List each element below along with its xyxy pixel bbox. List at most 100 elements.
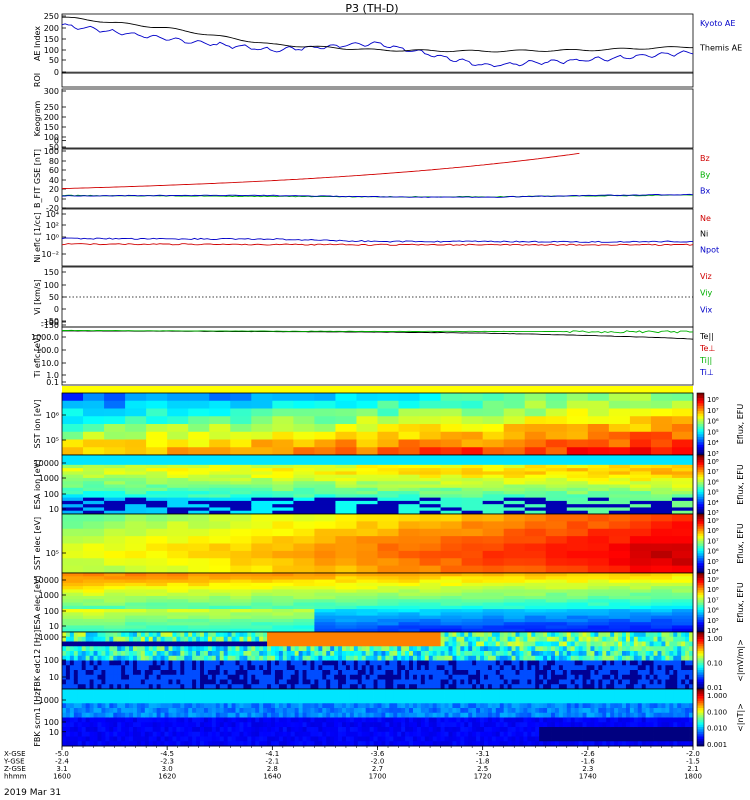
heatmap-cell [524,393,547,402]
heatmap-cell [389,703,394,709]
heatmap-cell [251,504,273,508]
heatmap-cell [230,618,252,623]
heatmap-cell [345,722,351,728]
heatmap-cell [69,670,75,676]
heatmap-cell [322,636,327,642]
heatmap-cell [461,576,484,580]
heatmap-cell [144,708,150,714]
heatmap-cell [209,573,231,577]
heatmap-cell [196,641,201,647]
heatmap-cell [243,674,248,680]
heatmap-cell [405,693,410,699]
heatmap-cell [192,731,197,737]
heatmap-cell [188,458,210,462]
heatmap-cell [545,582,568,587]
heatmap-cell [448,698,453,704]
heatmap-cell [503,674,509,680]
heatmap-cell [136,731,142,737]
heatmap-cell [77,636,83,642]
heatmap-cell [381,717,386,723]
heatmap-cell [188,722,193,728]
heatmap-cell [132,698,138,704]
heatmap-cell [148,679,154,685]
heatmap-cell [278,665,284,671]
heatmap-cell [393,722,398,728]
heatmap-cell [203,632,209,638]
heatmap-cell [77,731,83,737]
heatmap-cell [649,632,654,638]
heatmap-cell [377,665,382,671]
heatmap-cell [594,655,599,661]
heatmap-cell [125,625,147,630]
heatmap-cell [89,655,94,661]
heatmap-cell [377,558,399,567]
heatmap-cell [227,698,232,704]
panel-roi: ROI [33,72,694,88]
heatmap-cell [294,693,300,699]
heatmap-cell [503,455,526,459]
heatmap-cell [188,484,210,489]
heatmap-cell [314,646,319,652]
heatmap-cell [419,576,441,580]
heatmap-cell [456,693,461,699]
heatmap-cell [259,703,264,709]
heatmap-cell [263,741,268,747]
heatmap-cell [230,504,252,508]
heatmap-cell [629,565,652,574]
heatmap-cell [385,727,390,733]
heatmap-cell [267,641,272,647]
heatmap-cell [671,609,694,613]
heatmap-cell [200,703,205,709]
heatmap-cell [278,684,284,690]
heatmap-cell [377,481,399,485]
heatmap-cell [633,660,639,666]
heatmap-cell [167,424,189,433]
heatmap-cell [545,474,568,479]
heatmap-cell [393,665,398,671]
heatmap-cell [393,736,398,742]
heatmap-cell [393,684,398,690]
heatmap-cell [562,646,568,652]
heatmap-cell [587,550,610,559]
heatmap-cell [278,674,284,680]
heatmap-cell [81,684,87,690]
heatmap-cell [306,670,311,676]
heatmap-cell [545,400,568,409]
heatmap-cell [105,679,110,685]
heatmap-cell [203,731,209,737]
heatmap-cell [334,636,339,642]
heatmap-cell [310,660,315,666]
heatmap-cell [132,684,138,690]
heatmap-cell [385,693,390,699]
heatmap-cell [677,660,682,666]
heatmap-cell [322,670,327,676]
heatmap-cell [432,651,438,657]
heatmap-cell [657,646,662,652]
heatmap-cell [436,689,441,695]
heatmap-cell [419,612,441,617]
heatmap-cell [109,731,114,737]
heatmap-cell [188,595,210,600]
heatmap-cell [140,632,146,638]
heatmap-cell [117,741,122,747]
heatmap-cell [342,641,347,647]
heatmap-cell [152,670,158,676]
heatmap-cell [661,660,666,666]
heatmap-cell [168,665,173,671]
heatmap-cell [278,708,284,714]
heatmap-cell [419,510,441,515]
heatmap-cell [188,625,210,630]
heatmap-cell [482,474,505,479]
heatmap-cell [554,660,560,666]
heatmap-cell [298,712,303,718]
heatmap-cell [503,636,509,642]
heatmap-cell [259,741,264,747]
colorbar-cell [697,558,704,562]
heatmap-cell [104,471,126,476]
heatmap-cell [519,641,524,647]
heatmap-cell [608,393,631,402]
heatmap-cell [184,670,189,676]
heatmap-cell [334,641,339,647]
colorbar-cell [697,444,704,448]
